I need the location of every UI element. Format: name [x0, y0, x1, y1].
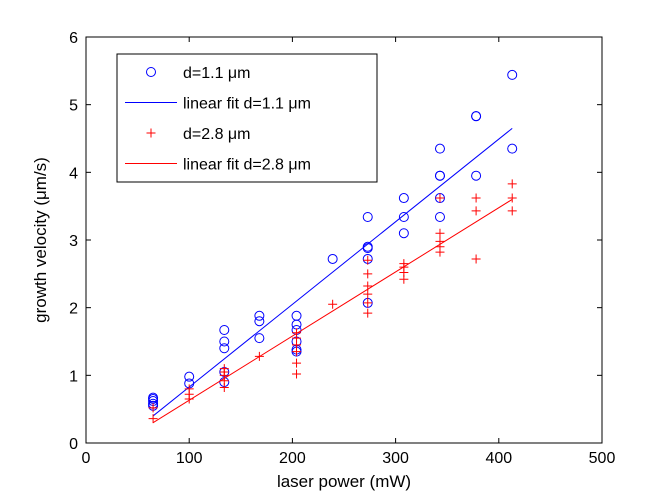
x-axis-label: laser power (mW): [277, 472, 411, 491]
legend-label-0: d=1.1 μm: [183, 65, 250, 82]
data-point-2-37: [507, 193, 517, 203]
data-point-0-30: [434, 211, 445, 222]
data-point-2-18: [363, 308, 373, 318]
legend-swatch-2: [146, 128, 156, 138]
y-tick-label-2: 2: [69, 301, 78, 318]
data-point-2-1: [148, 403, 158, 413]
x-tick-label-5: 500: [589, 450, 616, 467]
data-point-0-14: [254, 310, 265, 321]
data-point-2-11: [292, 369, 302, 379]
y-tick-label-0: 0: [69, 436, 78, 453]
data-point-0-21: [327, 253, 338, 264]
data-point-2-19: [363, 298, 373, 308]
data-point-0-35: [471, 170, 482, 181]
data-point-2-36: [507, 206, 517, 216]
x-tick-label-3: 300: [382, 450, 409, 467]
data-point-2-33: [471, 254, 481, 264]
data-point-0-37: [471, 111, 482, 122]
data-point-2-12: [292, 358, 302, 368]
legend-label-1: linear fit d=1.1 μm: [183, 96, 311, 113]
data-point-2-34: [471, 206, 481, 216]
data-point-2-23: [363, 255, 373, 265]
data-point-2-38: [507, 179, 517, 189]
data-point-0-34: [434, 143, 445, 154]
data-point-0-13: [254, 316, 265, 327]
x-tick-label-1: 100: [176, 450, 203, 467]
x-tick-label-2: 200: [279, 450, 306, 467]
data-point-0-6: [184, 371, 195, 382]
legend-box: [116, 53, 378, 183]
y-tick-label-1: 1: [69, 368, 78, 385]
series-line-1: [152, 127, 513, 417]
data-point-0-10: [219, 336, 230, 347]
data-point-2-31: [435, 228, 445, 238]
x-tick-label-4: 400: [485, 450, 512, 467]
data-point-0-12: [254, 333, 265, 344]
data-point-0-26: [362, 211, 373, 222]
data-point-0-29: [398, 193, 409, 204]
y-tick-label-4: 4: [69, 165, 78, 182]
axes: 0 100 200 300 400 500 0 1 2 3 4 5 6: [69, 30, 615, 467]
y-tick-label-3: 3: [69, 233, 78, 250]
data-point-0-39: [507, 69, 518, 80]
data-point-0-20: [291, 310, 302, 321]
legend-label-3: linear fit d=2.8 μm: [183, 157, 311, 174]
data-point-2-22: [363, 269, 373, 279]
data-point-2-35: [471, 193, 481, 203]
legend-label-2: d=2.8 μm: [183, 126, 250, 143]
series-line-3: [152, 198, 513, 424]
data-marks: [148, 69, 518, 424]
data-point-0-4: [148, 392, 159, 403]
data-point-2-4: [184, 384, 194, 394]
y-tick-label-5: 5: [69, 98, 78, 115]
data-point-0-27: [398, 228, 409, 239]
legend: d=1.1 μm linear fit d=1.1 μm d=2.8 μm linea…: [116, 53, 378, 183]
data-point-2-32: [435, 193, 445, 203]
data-point-0-38: [507, 143, 518, 154]
y-axis-label: growth velocity (μm/s): [31, 157, 50, 323]
data-point-0-11: [219, 324, 230, 335]
data-point-0-25: [362, 241, 373, 252]
x-tick-label-0: 0: [82, 450, 91, 467]
data-point-2-9: [219, 364, 229, 374]
data-point-0-28: [398, 211, 409, 222]
data-point-2-20: [363, 289, 373, 299]
data-point-2-0: [148, 414, 158, 424]
data-point-2-17: [328, 299, 338, 309]
legend-swatch-0: [146, 67, 156, 77]
y-tick-label-6: 6: [69, 30, 78, 47]
data-point-0-33: [434, 170, 445, 181]
data-point-2-16: [292, 328, 302, 338]
data-point-0-9: [219, 343, 230, 354]
